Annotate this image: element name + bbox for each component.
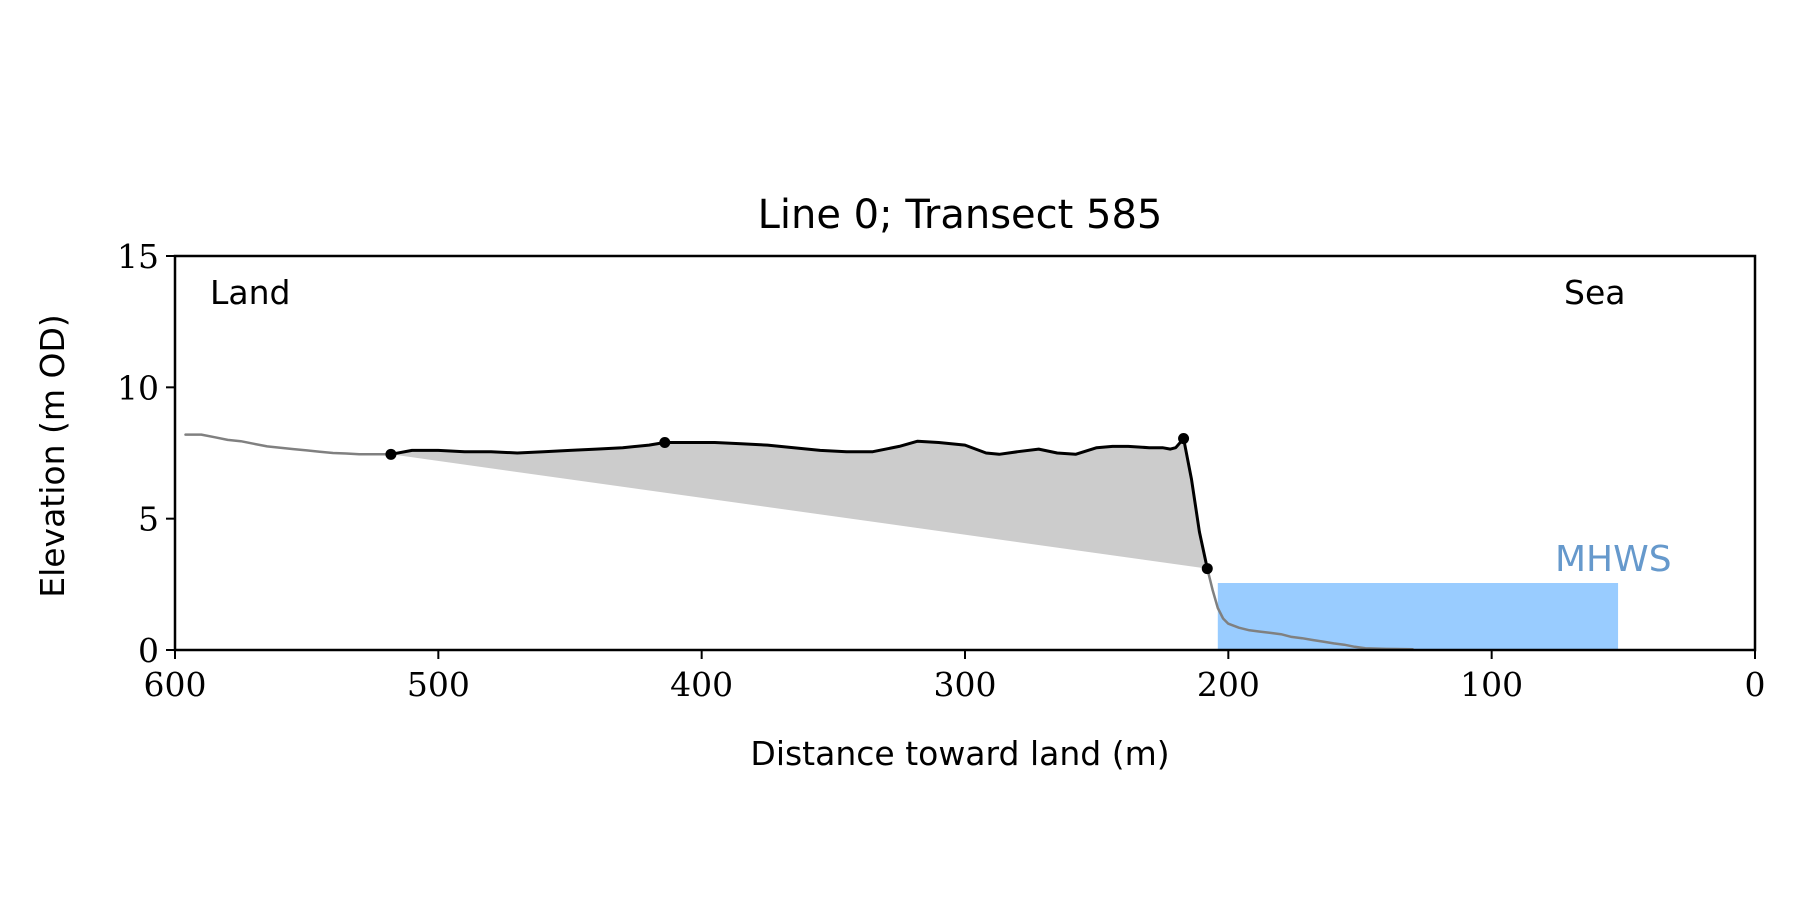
y-axis-label: Elevation (m OD) (33, 314, 72, 598)
profile-marker-1 (385, 448, 397, 460)
x-tick-label: 0 (1745, 665, 1766, 704)
x-tick-label: 400 (670, 665, 733, 704)
x-tick-label: 100 (1460, 665, 1523, 704)
sea-annotation: Sea (1564, 273, 1625, 312)
land-annotation: Land (210, 273, 290, 312)
profile-marker-2 (659, 436, 671, 448)
y-tick-label: 10 (117, 368, 159, 407)
x-axis-label: Distance toward land (m) (750, 734, 1169, 773)
y-tick-label: 15 (117, 237, 159, 276)
beach-profile-line (1206, 567, 1414, 651)
chart-title: Line 0; Transect 585 (758, 192, 1163, 238)
profile-marker-3 (1178, 433, 1190, 445)
chart-text: Line 0; Transect 585 Distance toward lan… (33, 192, 1672, 773)
plot-area (184, 433, 1619, 651)
x-tick-label: 600 (144, 665, 207, 704)
x-tick-label: 300 (934, 665, 997, 704)
cliff-profile-line (389, 437, 1209, 571)
x-tick-label: 500 (407, 665, 470, 704)
full-profile-line (184, 433, 393, 456)
y-tick-label: 0 (138, 631, 159, 670)
x-tick-label: 200 (1197, 665, 1260, 704)
y-tick-label: 5 (138, 500, 159, 539)
mhws-water-band (1217, 583, 1619, 650)
cliff-volume-shading (390, 438, 1208, 569)
profile-marker-4 (1201, 563, 1213, 575)
mhws-label: MHWS (1555, 539, 1672, 580)
axes: 600 500 400 300 200 100 0 0 5 10 15 (117, 237, 1766, 704)
